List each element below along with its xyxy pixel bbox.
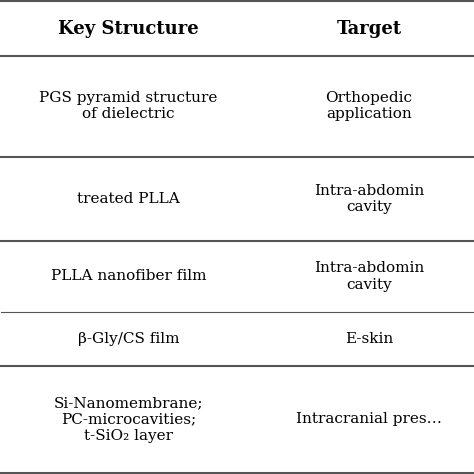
Text: Target: Target [337, 19, 401, 37]
Text: treated PLLA: treated PLLA [77, 192, 180, 206]
Text: β-Gly/CS film: β-Gly/CS film [78, 332, 179, 346]
Text: Orthopedic
application: Orthopedic application [326, 91, 412, 121]
Text: Intracranial pres…: Intracranial pres… [296, 412, 442, 427]
Text: Key Structure: Key Structure [58, 19, 199, 37]
Text: Si-Nanomembrane;
PC-microcavities;
t-SiO₂ layer: Si-Nanomembrane; PC-microcavities; t-SiO… [54, 396, 203, 443]
Text: PLLA nanofiber film: PLLA nanofiber film [51, 270, 206, 283]
Text: Intra-abdomin
cavity: Intra-abdomin cavity [314, 261, 424, 292]
Text: PGS pyramid structure
of dielectric: PGS pyramid structure of dielectric [39, 91, 218, 121]
Text: Intra-abdomin
cavity: Intra-abdomin cavity [314, 184, 424, 214]
Text: E-skin: E-skin [345, 332, 393, 346]
